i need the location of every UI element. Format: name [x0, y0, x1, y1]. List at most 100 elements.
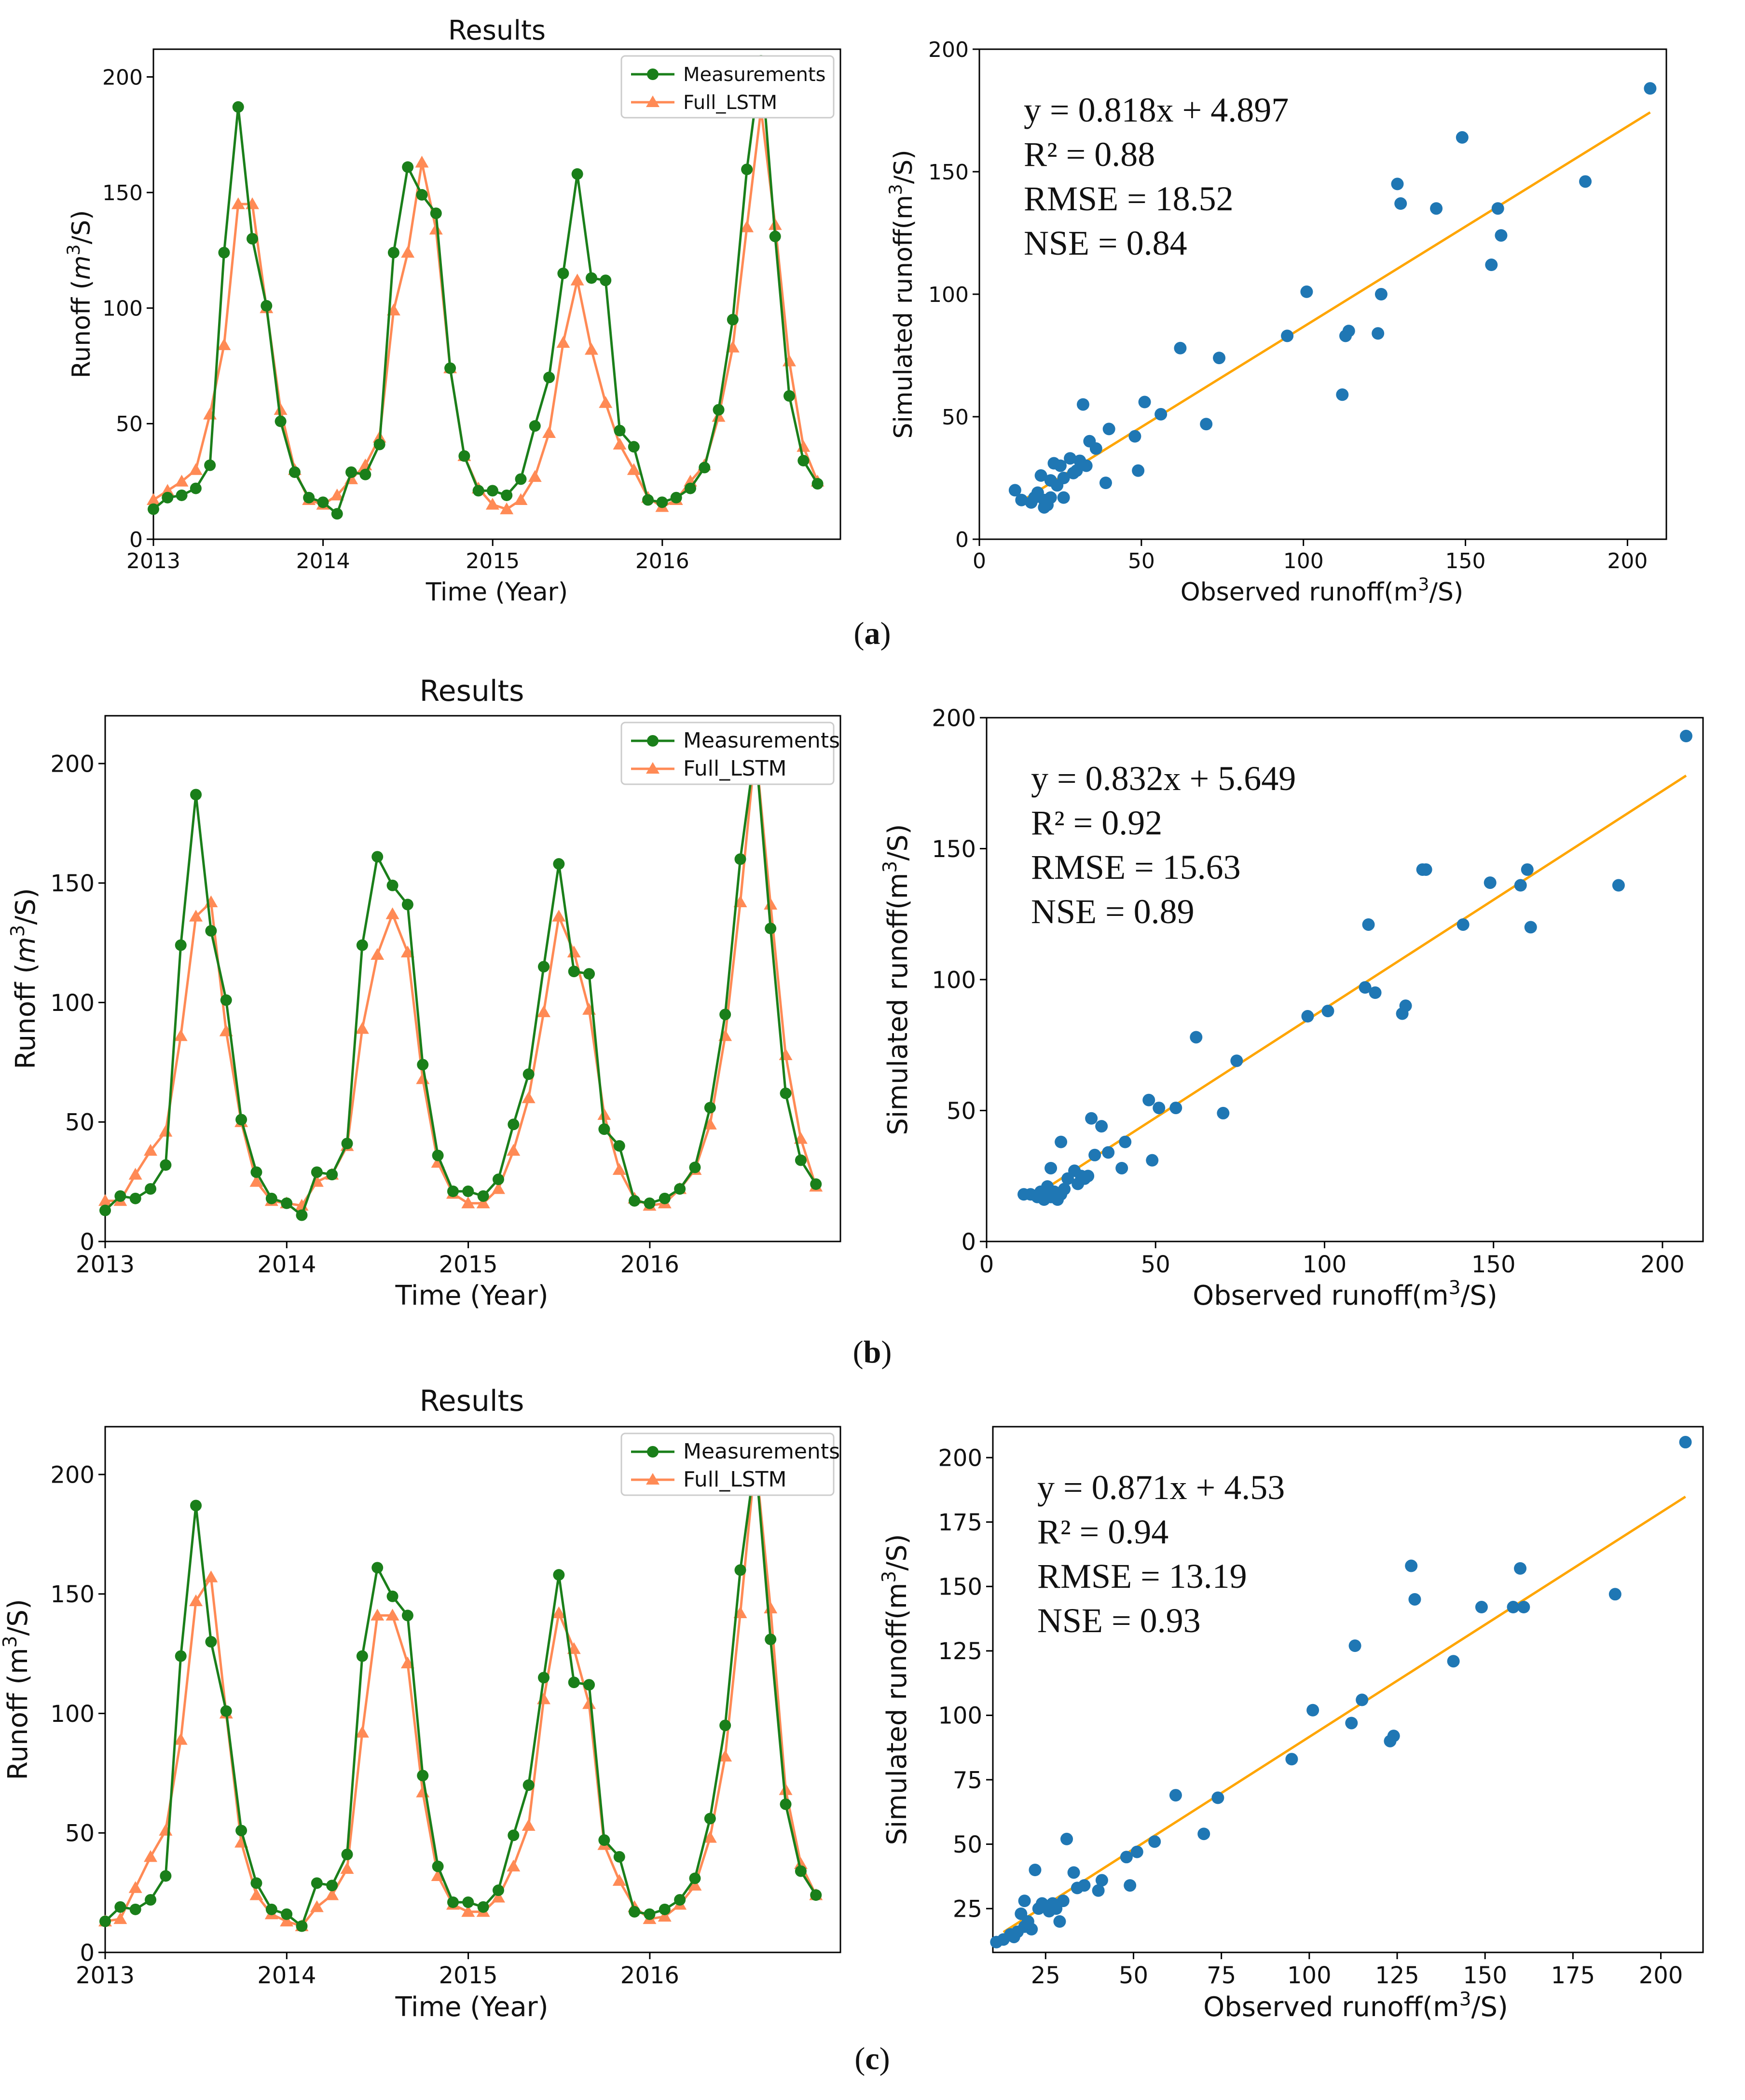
data-point-measurement [462, 1185, 474, 1197]
data-point-measurement [416, 189, 428, 201]
data-point-lstm [552, 1606, 566, 1618]
scatter-point [1169, 1789, 1182, 1802]
data-point-measurement [769, 231, 781, 243]
scatter-point [1034, 469, 1047, 482]
plot-frame [152, 48, 841, 540]
scatter-point [1300, 285, 1313, 298]
x-tick-label: 0 [973, 549, 986, 573]
data-point-measurement [568, 1677, 580, 1689]
series-line-measurements [152, 60, 819, 516]
data-point-lstm [528, 470, 542, 482]
data-point-measurement [614, 424, 626, 436]
scatter-point [1484, 876, 1497, 889]
data-point-lstm [371, 948, 385, 960]
data-point-measurement [583, 1679, 595, 1691]
scatter-point [1374, 288, 1388, 300]
y-axis-label-pre: Runoff ( [67, 280, 96, 378]
data-point-measurement [265, 1192, 277, 1204]
y-tick-label: 100 [102, 297, 143, 321]
data-point-lstm [764, 898, 778, 910]
data-point-measurement [780, 1798, 792, 1810]
scatter-point [1679, 1436, 1692, 1449]
x-tick-label: 2014 [257, 1251, 316, 1278]
caption-close: ) [880, 616, 891, 651]
y-tick-label: 0 [955, 528, 969, 552]
data-point-measurement [311, 1877, 323, 1889]
data-point-measurement [432, 1860, 444, 1872]
data-point-measurement [689, 1872, 701, 1884]
data-point-lstm [401, 245, 415, 258]
data-point-measurement [684, 482, 696, 494]
data-point-measurement [543, 371, 555, 383]
plot-frame [104, 715, 841, 1242]
scatter-point [1015, 493, 1028, 506]
data-point-lstm [552, 910, 566, 922]
y-tick-label: 0 [80, 1939, 95, 1966]
caption-close: ) [881, 1335, 892, 1370]
data-point-measurement [447, 1896, 459, 1908]
y-tick-label: 200 [928, 38, 969, 62]
data-point-measurement [727, 314, 739, 326]
scatter-point [1060, 1832, 1073, 1845]
scatter-point [1085, 1112, 1098, 1125]
data-point-measurement [417, 1059, 429, 1071]
data-point-lstm [779, 1783, 793, 1795]
y-tick-label: 125 [938, 1638, 982, 1665]
data-point-lstm [147, 493, 160, 505]
data-point-lstm [476, 1196, 490, 1209]
data-point-measurement [205, 1636, 217, 1648]
data-point-lstm [514, 493, 528, 505]
data-point-measurement [218, 246, 230, 259]
y-tick-label: 50 [116, 412, 143, 436]
data-point-measurement [462, 1896, 474, 1908]
data-point-measurement [401, 1609, 413, 1622]
data-point-lstm [597, 1108, 611, 1120]
stat-annotation: R² = 0.92 [1031, 804, 1162, 842]
data-point-lstm [537, 1005, 551, 1017]
legend-label: Full_LSTM [683, 92, 777, 114]
data-point-lstm [330, 488, 344, 501]
data-point-measurement [613, 1140, 625, 1152]
scatter-point [1514, 879, 1527, 892]
data-point-measurement [741, 164, 753, 176]
data-point-lstm [485, 498, 499, 510]
stat-annotation: RMSE = 18.52 [1024, 179, 1234, 218]
y-tick-label: 50 [65, 1820, 95, 1847]
scatter-point [1099, 477, 1112, 490]
x-tick-label: 50 [1119, 1962, 1148, 1989]
caption-open: ( [854, 616, 865, 651]
data-point-measurement [114, 1190, 126, 1202]
scatter-point [1095, 1874, 1108, 1887]
data-point-lstm [582, 1697, 596, 1709]
x-tick-label: 2016 [620, 1962, 679, 1989]
data-point-measurement [458, 450, 470, 462]
y-axis-label-unit: m [67, 256, 96, 280]
data-point-lstm [159, 1824, 173, 1836]
y-tick-label: 0 [129, 528, 143, 552]
data-point-lstm [415, 155, 429, 168]
data-point-measurement [148, 503, 159, 515]
scatter-point [1018, 1895, 1031, 1908]
data-point-measurement [250, 1877, 262, 1889]
data-point-lstm [794, 1857, 808, 1869]
y-tick-label: 50 [953, 1831, 982, 1858]
data-point-lstm [274, 403, 288, 415]
data-point-measurement [522, 1779, 535, 1791]
data-point-lstm [764, 1601, 778, 1614]
x-axis-label-pre: Observed runoff(m [1193, 1280, 1448, 1311]
data-point-lstm [542, 426, 556, 438]
data-point-measurement [296, 1920, 308, 1932]
data-point-lstm [400, 1656, 414, 1668]
data-point-lstm [217, 338, 231, 350]
stat-annotation: R² = 0.88 [1024, 135, 1155, 174]
data-point-measurement [356, 1650, 368, 1662]
data-point-measurement [659, 1192, 671, 1204]
scatter-point [1485, 259, 1498, 272]
data-point-measurement [176, 489, 188, 501]
data-point-lstm [491, 1891, 505, 1903]
scatter-point [1053, 1915, 1066, 1928]
data-point-lstm [174, 1733, 188, 1745]
data-point-measurement [289, 466, 301, 478]
x-axis-label-pre: Observed runoff(m [1203, 1991, 1459, 2023]
